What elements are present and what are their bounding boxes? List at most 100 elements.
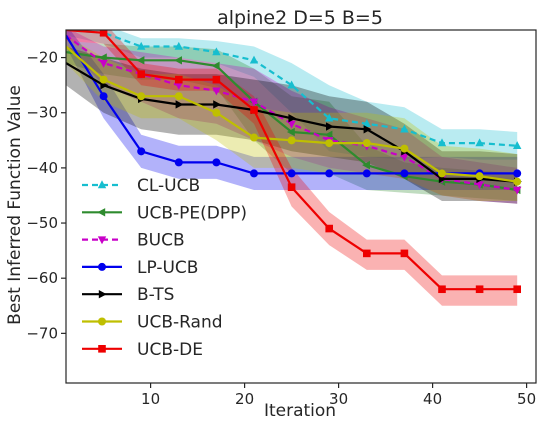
point-ucb-rand: [513, 177, 522, 186]
point-b-ts: [175, 100, 184, 109]
point-ucb-pe-dpp: [98, 53, 107, 62]
point-lp-ucb: [174, 158, 183, 167]
point-ucb-de: [99, 30, 108, 37]
point-cl-ucb: [212, 47, 221, 56]
y-tick-label: −40: [26, 159, 58, 177]
point-cl-ucb: [137, 41, 146, 50]
point-lp-ucb: [99, 92, 108, 101]
point-cl-ucb: [174, 41, 183, 50]
point-lp-ucb: [287, 169, 296, 178]
point-cl-ucb: [287, 80, 296, 89]
x-tick-label: 40: [423, 390, 442, 408]
chart-title: alpine2 D=5 B=5: [217, 7, 383, 29]
bands-layer: [66, 30, 518, 306]
y-tick-label: −60: [26, 269, 58, 287]
legend-item-ucb-rand: UCB-Rand: [82, 313, 223, 333]
point-bucb: [400, 153, 409, 162]
ticks-layer: 10 20 30 40 50 −20 −30 −40 −50 −60 −70: [26, 49, 536, 408]
lines-layer: [66, 30, 522, 294]
x-tick-label: 20: [235, 390, 254, 408]
point-ucb-de: [137, 70, 145, 78]
point-lp-ucb: [250, 169, 258, 178]
legend-label: UCB-Rand: [137, 313, 223, 333]
point-ucb-de: [438, 285, 446, 294]
point-b-ts: [326, 122, 334, 131]
y-tick-label: −30: [26, 104, 58, 122]
point-cl-ucb: [437, 138, 447, 147]
point-ucb-rand: [99, 75, 108, 84]
point-b-ts: [213, 100, 222, 109]
legend-label: B-TS: [137, 285, 174, 305]
point-bucb: [249, 98, 259, 107]
point-ucb-pe-dpp: [324, 130, 333, 139]
legend-label: UCB-PE(DPP): [137, 203, 247, 223]
legend-marker: [97, 208, 106, 217]
legend: CL-UCB UCB-PE(DPP) BUCB LP-UCB B-TS UCB-Rand U…: [82, 176, 247, 360]
point-ucb-rand: [250, 133, 258, 142]
y-tick-label: −20: [26, 49, 58, 67]
point-lp-ucb: [362, 169, 371, 178]
legend-item-bucb: BUCB: [82, 231, 185, 251]
point-ucb-pe-dpp: [211, 61, 220, 71]
legend-item-b-ts: B-TS: [82, 285, 174, 305]
point-ucb-de: [513, 285, 521, 294]
point-ucb-rand: [325, 139, 334, 148]
band-ucb-de: [66, 30, 518, 306]
point-cl-ucb: [513, 141, 522, 150]
point-b-ts: [363, 125, 372, 134]
point-ucb-rand: [438, 169, 446, 178]
point-bucb: [513, 186, 522, 195]
point-ucb-de: [325, 224, 333, 233]
point-ucb-de: [400, 249, 409, 258]
legend-marker: [97, 180, 107, 189]
point-ucb-pe-dpp: [136, 56, 145, 65]
point-cl-ucb: [325, 113, 334, 122]
x-axis-label: Iteration: [264, 401, 336, 421]
legend-item-ucb-pe-dpp: UCB-PE(DPP): [82, 203, 247, 223]
point-lp-ucb: [400, 169, 409, 178]
point-lp-ucb: [513, 169, 522, 178]
legend-label: BUCB: [137, 231, 185, 251]
legend-item-ucb-de: UCB-DE: [82, 340, 203, 360]
x-tick-label: 50: [517, 390, 536, 408]
legend-marker: [98, 345, 106, 353]
point-b-ts: [288, 114, 297, 123]
legend-item-lp-ucb: LP-UCB: [82, 258, 198, 278]
point-lp-ucb: [325, 169, 334, 178]
legend-marker: [98, 317, 106, 326]
point-ucb-pe-dpp: [174, 56, 182, 65]
legend-label: LP-UCB: [137, 258, 198, 278]
series-ucb-rand: [66, 45, 522, 186]
point-bucb: [174, 81, 183, 90]
plot-frame: [65, 29, 537, 384]
point-cl-ucb: [362, 119, 371, 127]
band-lp-ucb: [66, 30, 518, 190]
point-bucb: [212, 87, 221, 96]
point-ucb-rand: [287, 136, 296, 145]
point-lp-ucb: [212, 158, 221, 167]
legend-marker: [98, 262, 106, 271]
point-ucb-de: [475, 285, 484, 294]
point-ucb-rand: [174, 92, 183, 101]
point-cl-ucb: [475, 138, 484, 147]
point-ucb-de: [363, 249, 371, 258]
point-cl-ucb: [400, 124, 409, 133]
point-ucb-rand: [475, 172, 484, 181]
y-tick-label: −50: [26, 214, 58, 232]
legend-item-cl-ucb: CL-UCB: [82, 176, 200, 196]
point-ucb-de: [212, 75, 221, 84]
x-tick-label: 10: [141, 390, 160, 408]
legend-marker: [97, 236, 107, 245]
point-bucb: [287, 120, 296, 129]
y-tick-label: −70: [26, 324, 58, 342]
point-lp-ucb: [137, 147, 146, 156]
point-ucb-rand: [400, 144, 409, 153]
x-tick-label: 30: [329, 390, 348, 408]
point-ucb-pe-dpp: [362, 160, 370, 170]
point-bucb: [475, 181, 484, 190]
point-cl-ucb: [249, 55, 259, 64]
series-ucb-de: [66, 30, 521, 294]
point-ucb-rand: [362, 139, 371, 148]
point-ucb-de: [175, 75, 183, 84]
